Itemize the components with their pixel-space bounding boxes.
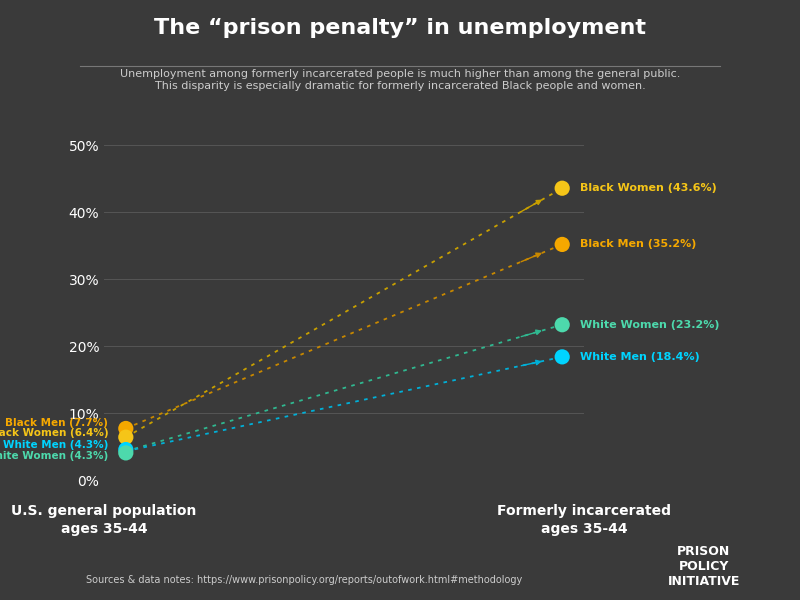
Point xyxy=(119,424,132,433)
Text: Black Men (35.2%): Black Men (35.2%) xyxy=(580,239,696,250)
Text: White Women (4.3%): White Women (4.3%) xyxy=(0,451,108,461)
Text: White Women (23.2%): White Women (23.2%) xyxy=(580,320,719,330)
Point xyxy=(556,184,569,193)
Text: PRISON
POLICY
INITIATIVE: PRISON POLICY INITIATIVE xyxy=(668,545,740,588)
Text: This disparity is especially dramatic for formerly incarcerated Black people and: This disparity is especially dramatic fo… xyxy=(154,81,646,91)
Text: Formerly incarcerated
ages 35-44: Formerly incarcerated ages 35-44 xyxy=(497,504,671,536)
Text: White Men (18.4%): White Men (18.4%) xyxy=(580,352,699,362)
Point xyxy=(556,352,569,362)
Point xyxy=(119,445,132,454)
Text: U.S. general population
ages 35-44: U.S. general population ages 35-44 xyxy=(11,504,197,536)
Text: White Men (4.3%): White Men (4.3%) xyxy=(3,440,108,449)
Point xyxy=(556,320,569,329)
Point xyxy=(119,448,132,458)
Point xyxy=(556,239,569,249)
Text: Black Men (7.7%): Black Men (7.7%) xyxy=(6,418,108,428)
Text: Sources & data notes: https://www.prisonpolicy.org/reports/outofwork.html#method: Sources & data notes: https://www.prison… xyxy=(86,575,522,585)
Text: Unemployment among formerly incarcerated people is much higher than among the ge: Unemployment among formerly incarcerated… xyxy=(120,69,680,79)
Point xyxy=(119,433,132,442)
Text: Black Women (43.6%): Black Women (43.6%) xyxy=(580,183,716,193)
Text: Black Women (6.4%): Black Women (6.4%) xyxy=(0,428,108,438)
Text: The “prison penalty” in unemployment: The “prison penalty” in unemployment xyxy=(154,18,646,38)
